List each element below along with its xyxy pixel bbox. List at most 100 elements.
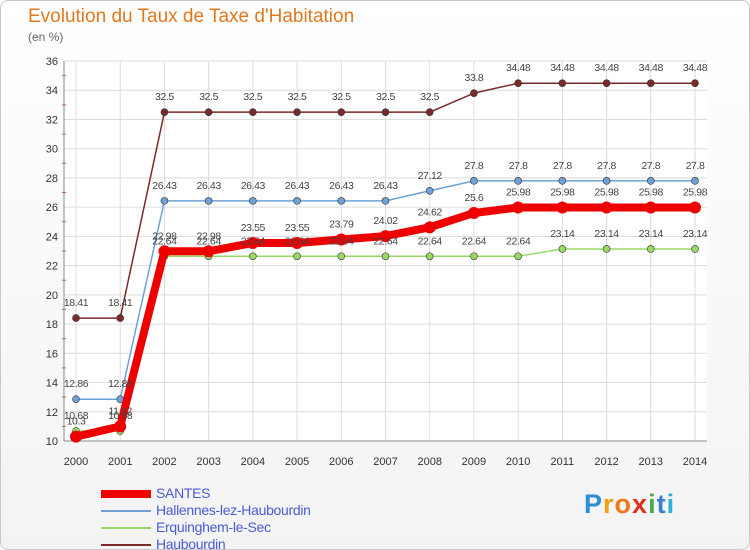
y-tick-label: 24	[46, 231, 58, 243]
data-point	[114, 420, 127, 433]
data-point	[512, 201, 525, 214]
data-label: 33.8	[465, 72, 484, 84]
data-label: 22.64	[329, 235, 354, 247]
data-label: 27.8	[641, 160, 660, 172]
x-tick-label: 2013	[639, 456, 663, 468]
data-label: 27.8	[509, 160, 528, 172]
data-point	[337, 252, 346, 261]
data-label: 26.43	[373, 180, 398, 192]
legend-swatch	[101, 543, 151, 546]
data-point	[691, 79, 699, 88]
y-tick-label: 18	[46, 319, 58, 331]
data-point	[202, 245, 215, 258]
data-point	[514, 252, 522, 261]
data-point	[644, 201, 657, 214]
chart-title: Evolution du Taux de Taxe d'Habitation	[28, 6, 355, 27]
data-label: 25.98	[550, 186, 575, 198]
data-point	[470, 89, 478, 97]
data-point	[646, 177, 655, 185]
x-tick-label: 2008	[417, 456, 441, 468]
data-label: 25.98	[683, 186, 708, 198]
data-label: 32.5	[155, 91, 174, 103]
data-label: 25.98	[639, 186, 664, 198]
data-label: 18.41	[108, 297, 133, 309]
data-point	[337, 197, 346, 205]
brand-letter: x	[632, 489, 649, 519]
data-label: 32.5	[332, 91, 351, 103]
data-label: 22.64	[152, 235, 177, 247]
data-label: 22.64	[285, 235, 310, 247]
data-label: 22.98	[197, 230, 222, 242]
data-point	[425, 108, 434, 116]
data-label: 22.64	[418, 235, 443, 247]
data-label: 10.68	[108, 410, 133, 422]
data-point	[514, 177, 522, 185]
data-label: 22.64	[241, 235, 266, 247]
data-label: 23.55	[241, 222, 266, 234]
data-label: 27.8	[465, 160, 484, 172]
y-tick-label: 26	[46, 202, 58, 214]
y-tick-label: 14	[46, 378, 58, 390]
y-tick-label: 30	[46, 144, 58, 156]
data-label: 26.43	[152, 180, 177, 192]
data-point	[246, 236, 259, 249]
x-tick-label: 2014	[683, 456, 707, 468]
data-label: 22.64	[373, 235, 398, 247]
data-point	[72, 395, 80, 404]
y-tick-label: 12	[46, 407, 58, 419]
data-label: 34.48	[594, 62, 619, 74]
brand-letter: i	[648, 489, 657, 519]
data-point	[691, 245, 699, 253]
data-label: 23.55	[285, 222, 310, 234]
data-point	[291, 236, 304, 249]
data-label: 12.86	[64, 378, 89, 390]
data-point	[467, 207, 480, 219]
x-tick-label: 2007	[373, 456, 397, 468]
data-label: 24.62	[418, 206, 443, 218]
data-label: 25.6	[465, 192, 484, 204]
data-label: 27.8	[597, 160, 616, 172]
brand-letter: i	[666, 489, 676, 519]
legend-label: Hallennes-lez-Haubourdin	[156, 502, 311, 518]
data-label: 34.48	[639, 62, 664, 74]
x-tick-label: 2010	[506, 456, 530, 468]
data-label: 10.68	[64, 410, 89, 422]
data-label: 23.14	[683, 228, 708, 240]
data-label: 32.5	[420, 91, 439, 103]
data-point	[160, 108, 169, 116]
data-label: 23.14	[639, 228, 664, 240]
chart-subtitle: (en %)	[28, 30, 64, 44]
data-point	[691, 177, 699, 185]
legend-swatch	[101, 489, 151, 498]
data-point	[116, 314, 125, 322]
brand-letter: t	[656, 489, 667, 519]
data-label: 26.43	[285, 180, 310, 192]
data-point	[558, 245, 567, 253]
x-tick-label: 2012	[594, 456, 618, 468]
data-point	[249, 197, 257, 205]
data-point	[335, 233, 348, 246]
data-label: 26.43	[197, 180, 222, 192]
data-label: 27.8	[553, 160, 572, 172]
data-point	[425, 252, 434, 261]
data-point	[602, 177, 611, 185]
brand-letter: r	[603, 489, 615, 519]
data-label: 32.5	[243, 91, 262, 103]
data-label: 25.98	[506, 186, 531, 198]
data-label: 34.48	[683, 62, 708, 74]
data-point	[689, 201, 701, 214]
legend-swatch	[101, 509, 151, 512]
data-point	[249, 108, 257, 116]
data-point	[381, 197, 390, 205]
data-point	[379, 230, 392, 243]
data-point	[600, 201, 613, 214]
data-label: 23.14	[594, 228, 619, 240]
data-point	[602, 79, 611, 88]
data-point	[423, 221, 436, 234]
data-point	[72, 314, 80, 322]
x-tick-label: 2000	[64, 456, 88, 468]
data-label: 34.48	[506, 62, 531, 74]
data-label: 18.41	[64, 297, 89, 309]
data-point	[514, 79, 522, 88]
